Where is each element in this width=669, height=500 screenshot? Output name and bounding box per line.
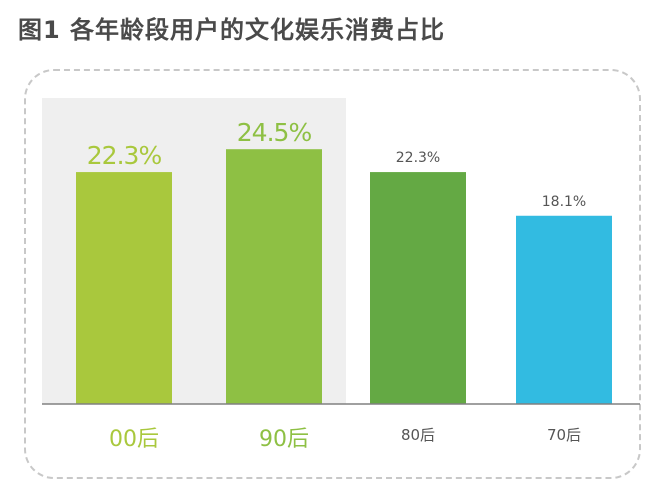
value-label-3: 18.1% (542, 194, 586, 210)
value-label-0: 22.3% (87, 141, 162, 170)
category-label-0: 00后 (109, 427, 159, 452)
bar-0 (76, 172, 172, 404)
value-label-2: 22.3% (396, 150, 440, 166)
chart-frame (24, 69, 641, 479)
bar-2 (370, 172, 466, 404)
category-label-1: 90后 (259, 427, 309, 452)
bar-1 (226, 149, 322, 404)
category-label-3: 70后 (547, 426, 581, 444)
category-label-2: 80后 (401, 426, 435, 444)
bar-3 (516, 215, 612, 404)
value-label-1: 24.5% (237, 118, 312, 147)
chart-title: 图1 各年龄段用户的文化娱乐消费占比 (18, 16, 446, 44)
